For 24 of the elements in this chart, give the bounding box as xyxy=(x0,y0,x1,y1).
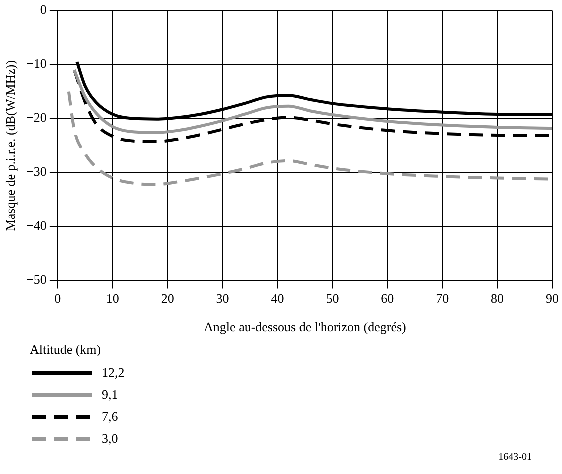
x-tick-label: 90 xyxy=(546,291,559,306)
text: 1643-01 xyxy=(498,452,532,463)
y-tick-label: 0 xyxy=(40,2,47,18)
legend-label: 12,2 xyxy=(102,365,125,381)
x-tick-label: 0 xyxy=(54,291,62,306)
y-tick-label: −30 xyxy=(26,164,47,180)
legend-label: 9,1 xyxy=(102,387,118,403)
x-tick-label: 70 xyxy=(436,291,450,306)
y-tick-label: −50 xyxy=(26,272,47,288)
legend-label: 3,0 xyxy=(102,431,118,447)
x-tick-label: 10 xyxy=(106,291,120,306)
legend-label: 7,6 xyxy=(102,409,118,425)
x-axis-title: Angle au-dessous de l'horizon (degrés) xyxy=(204,320,406,335)
x-tick-label: 20 xyxy=(161,291,174,306)
x-tick-label: 50 xyxy=(326,291,340,306)
x-tick-label: 30 xyxy=(216,291,230,306)
y-tick-label: −10 xyxy=(26,56,47,72)
y-tick-label: −20 xyxy=(26,110,47,126)
x-tick-label: 80 xyxy=(491,291,504,306)
y-tick-label: −40 xyxy=(26,218,47,234)
x-tick-label: 60 xyxy=(381,291,394,306)
x-tick-label: 40 xyxy=(271,291,284,306)
legend-title: Altitude (km) xyxy=(30,342,102,358)
y-axis-title: Masque de p.i.r.e. (dB(W/MHz)) xyxy=(3,60,18,232)
